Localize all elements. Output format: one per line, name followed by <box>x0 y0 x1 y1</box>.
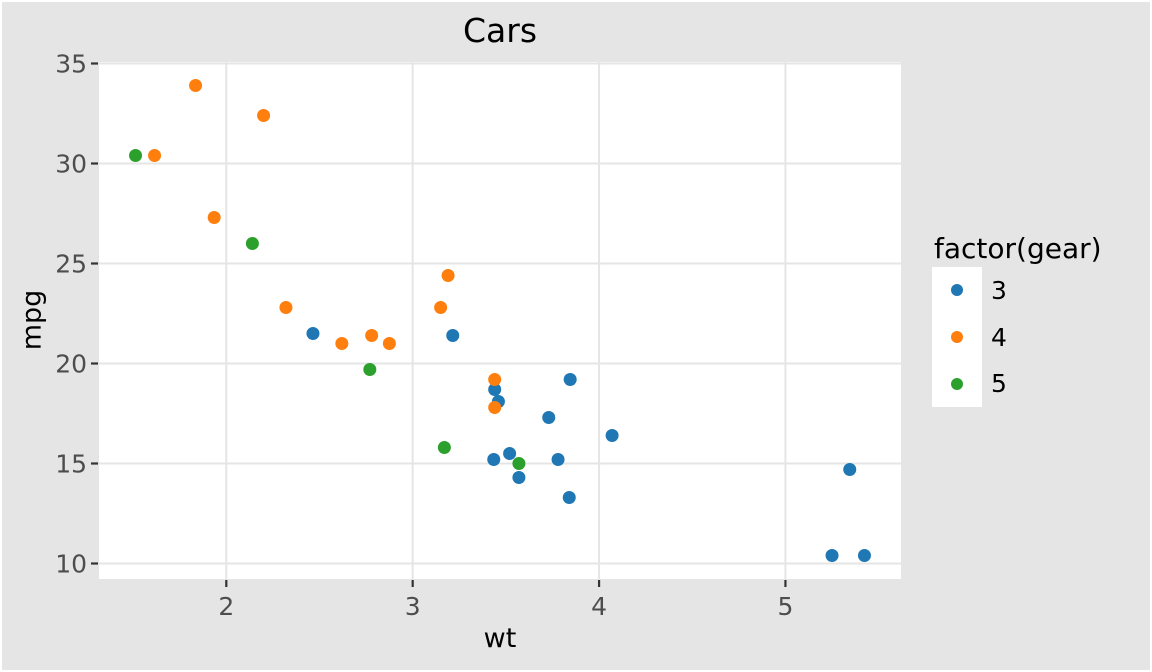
point-gear-3 <box>446 329 460 342</box>
point-gear-3 <box>503 447 517 460</box>
legend-key-3 <box>932 267 982 314</box>
legend-dot-icon <box>951 284 963 297</box>
x-tick-label-2: 2 <box>218 592 235 621</box>
point-gear-3 <box>488 383 502 396</box>
point-gear-3 <box>857 549 871 562</box>
point-gear-3 <box>306 327 320 340</box>
point-gear-4 <box>488 373 502 386</box>
point-gear-5 <box>245 237 259 250</box>
point-gear-3 <box>605 429 619 442</box>
legend-entry-4: 4 <box>932 313 1152 361</box>
point-gear-4 <box>488 401 502 414</box>
legend-entry-5: 5 <box>932 360 1152 408</box>
y-tick-label-20: 20 <box>55 349 87 378</box>
point-gear-3 <box>825 549 839 562</box>
y-axis-label: mpg <box>16 289 48 351</box>
point-gear-4 <box>189 79 203 92</box>
point-gear-4 <box>441 269 455 282</box>
legend-title: factor(gear) <box>934 232 1102 265</box>
point-gear-4 <box>257 109 271 122</box>
point-gear-3 <box>563 373 577 386</box>
y-tick-label-15: 15 <box>55 449 87 478</box>
legend-label-4: 4 <box>991 322 1007 352</box>
point-gear-4 <box>382 337 396 350</box>
point-gear-3 <box>487 453 501 466</box>
panel-background <box>99 62 901 579</box>
point-gear-3 <box>562 491 576 504</box>
y-tick-label-25: 25 <box>55 249 87 278</box>
point-gear-4 <box>434 301 448 314</box>
point-gear-5 <box>129 149 143 162</box>
legend-dot-icon <box>951 331 963 344</box>
x-tick-label-3: 3 <box>404 592 421 621</box>
point-gear-5 <box>363 363 377 376</box>
point-gear-4 <box>148 149 162 162</box>
point-gear-5 <box>437 441 451 454</box>
y-tick-label-35: 35 <box>55 49 87 78</box>
point-gear-3 <box>542 411 556 424</box>
legend-label-5: 5 <box>991 369 1007 399</box>
point-gear-3 <box>512 471 526 484</box>
point-gear-4 <box>207 211 221 224</box>
x-axis-label: wt <box>483 623 517 654</box>
legend: factor(gear) 3 4 5 <box>932 230 1152 408</box>
chart-title: Cars <box>462 11 538 50</box>
point-gear-3 <box>551 453 565 466</box>
point-gear-4 <box>365 329 379 342</box>
legend-key-4 <box>932 313 982 361</box>
point-gear-3 <box>843 463 857 476</box>
point-gear-4 <box>335 337 349 350</box>
legend-entries: 3 4 5 <box>932 267 1152 408</box>
legend-dot-icon <box>951 377 963 390</box>
x-tick-label-5: 5 <box>777 592 794 621</box>
point-gear-4 <box>279 301 293 314</box>
y-tick-label-30: 30 <box>55 149 87 178</box>
point-gear-5 <box>512 457 526 470</box>
y-tick-label-10: 10 <box>55 549 87 578</box>
legend-key-5 <box>932 360 982 408</box>
legend-entry-3: 3 <box>932 267 1152 314</box>
x-tick-label-4: 4 <box>591 592 607 621</box>
legend-label-3: 3 <box>991 275 1007 305</box>
